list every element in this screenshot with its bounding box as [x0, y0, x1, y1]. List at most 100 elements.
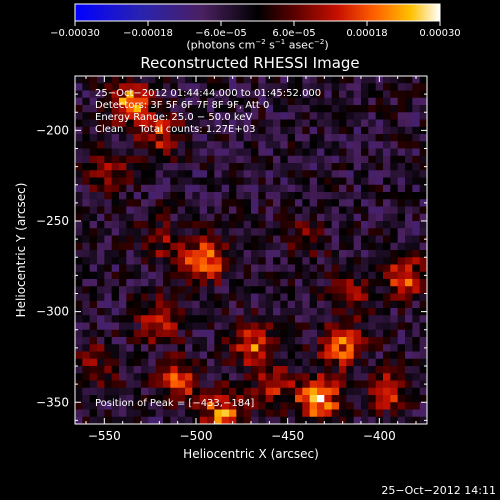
heatmap-cell: [214, 235, 223, 244]
heatmap-cell: [375, 170, 384, 178]
heatmap-cell: [309, 416, 318, 424]
heatmap-cell: [331, 177, 340, 186]
heatmap-cell: [317, 351, 325, 360]
heatmap-cell: [295, 170, 303, 178]
heatmap-cell: [97, 300, 105, 309]
heatmap-cell: [141, 97, 149, 106]
heatmap-cell: [170, 213, 179, 222]
heatmap-cell: [133, 322, 142, 331]
heatmap-cell: [192, 329, 201, 338]
heatmap-cell: [375, 279, 384, 287]
heatmap-cell: [405, 76, 413, 84]
heatmap-cell: [361, 235, 369, 244]
heatmap-cell: [397, 83, 406, 91]
heatmap-cell: [170, 242, 179, 251]
heatmap-cell: [89, 228, 98, 236]
heatmap-cell: [375, 308, 384, 316]
heatmap-cell: [390, 286, 399, 294]
heatmap-cell: [192, 380, 201, 389]
heatmap-cell: [375, 293, 384, 302]
heatmap-cell: [155, 242, 164, 251]
heatmap-cell: [133, 358, 142, 367]
heatmap-cell: [148, 416, 157, 424]
heatmap-cell: [273, 387, 281, 396]
heatmap-cell: [148, 409, 157, 418]
heatmap-cell: [258, 242, 267, 251]
heatmap-cell: [383, 141, 391, 149]
heatmap-cell: [383, 322, 391, 331]
heatmap-cell: [163, 300, 171, 309]
heatmap-cell: [111, 83, 120, 91]
heatmap-cell: [390, 344, 399, 352]
heatmap-cell: [383, 192, 391, 200]
heatmap-cell: [133, 163, 142, 171]
heatmap-cell: [412, 184, 421, 193]
heatmap-cell: [390, 170, 399, 178]
heatmap-cell: [390, 279, 399, 287]
heatmap-cell: [229, 329, 237, 338]
heatmap-cell: [192, 177, 201, 186]
heatmap-cell: [89, 221, 98, 229]
heatmap-cell: [346, 141, 355, 149]
heatmap-cell: [185, 257, 193, 265]
heatmap-cell: [397, 242, 406, 251]
heatmap-cell: [155, 83, 164, 91]
heatmap-cell: [148, 315, 157, 323]
heatmap-cell: [375, 264, 384, 273]
colorbar-tick-label: 6.0e−05: [272, 28, 315, 39]
heatmap-cell: [346, 264, 355, 273]
heatmap-cell: [324, 416, 333, 424]
heatmap-cell: [141, 271, 149, 280]
heatmap-cell: [287, 192, 296, 200]
heatmap-cell: [405, 416, 413, 424]
heatmap-cell: [89, 112, 98, 120]
heatmap-cell: [280, 380, 289, 389]
heatmap-cell: [353, 90, 362, 99]
heatmap-cell: [236, 315, 245, 323]
heatmap-cell: [236, 235, 245, 244]
heatmap-cell: [97, 308, 105, 316]
heatmap-cell: [229, 358, 237, 367]
heatmap-cell: [397, 235, 406, 244]
heatmap-cell: [412, 221, 421, 229]
heatmap-cell: [75, 97, 83, 106]
heatmap-cell: [133, 170, 142, 178]
heatmap-cell: [273, 141, 281, 149]
heatmap-cell: [229, 250, 237, 258]
heatmap-cell: [119, 395, 127, 403]
heatmap-cell: [339, 250, 347, 258]
heatmap-cell: [192, 105, 201, 113]
heatmap-cell: [243, 141, 252, 149]
heatmap-cell: [207, 271, 215, 280]
heatmap-cell: [111, 308, 120, 316]
heatmap-cell: [177, 373, 186, 381]
heatmap-cell: [141, 329, 149, 338]
heatmap-cell: [126, 97, 135, 106]
heatmap-cell: [412, 416, 421, 424]
heatmap-cell: [177, 300, 186, 309]
heatmap-cell: [353, 264, 362, 273]
heatmap-cell: [339, 170, 347, 178]
heatmap-cell: [185, 184, 193, 193]
heatmap-cell: [155, 395, 164, 403]
heatmap-cell: [221, 105, 230, 113]
heatmap-cell: [368, 228, 377, 236]
heatmap-cell: [309, 184, 318, 193]
heatmap-cell: [419, 213, 427, 222]
heatmap-cell: [295, 373, 303, 381]
heatmap-cell: [419, 337, 427, 345]
heatmap-cell: [163, 358, 171, 367]
heatmap-cell: [412, 315, 421, 323]
heatmap-cell: [126, 213, 135, 222]
heatmap-cell: [361, 90, 369, 99]
heatmap-cell: [280, 192, 289, 200]
heatmap-cell: [243, 126, 252, 135]
heatmap-cell: [111, 76, 120, 84]
heatmap-cell: [339, 322, 347, 331]
heatmap-cell: [148, 105, 157, 113]
heatmap-cell: [111, 293, 120, 302]
heatmap-cell: [397, 221, 406, 229]
heatmap-cell: [236, 416, 245, 424]
heatmap-cell: [324, 97, 333, 106]
heatmap-cell: [170, 416, 179, 424]
